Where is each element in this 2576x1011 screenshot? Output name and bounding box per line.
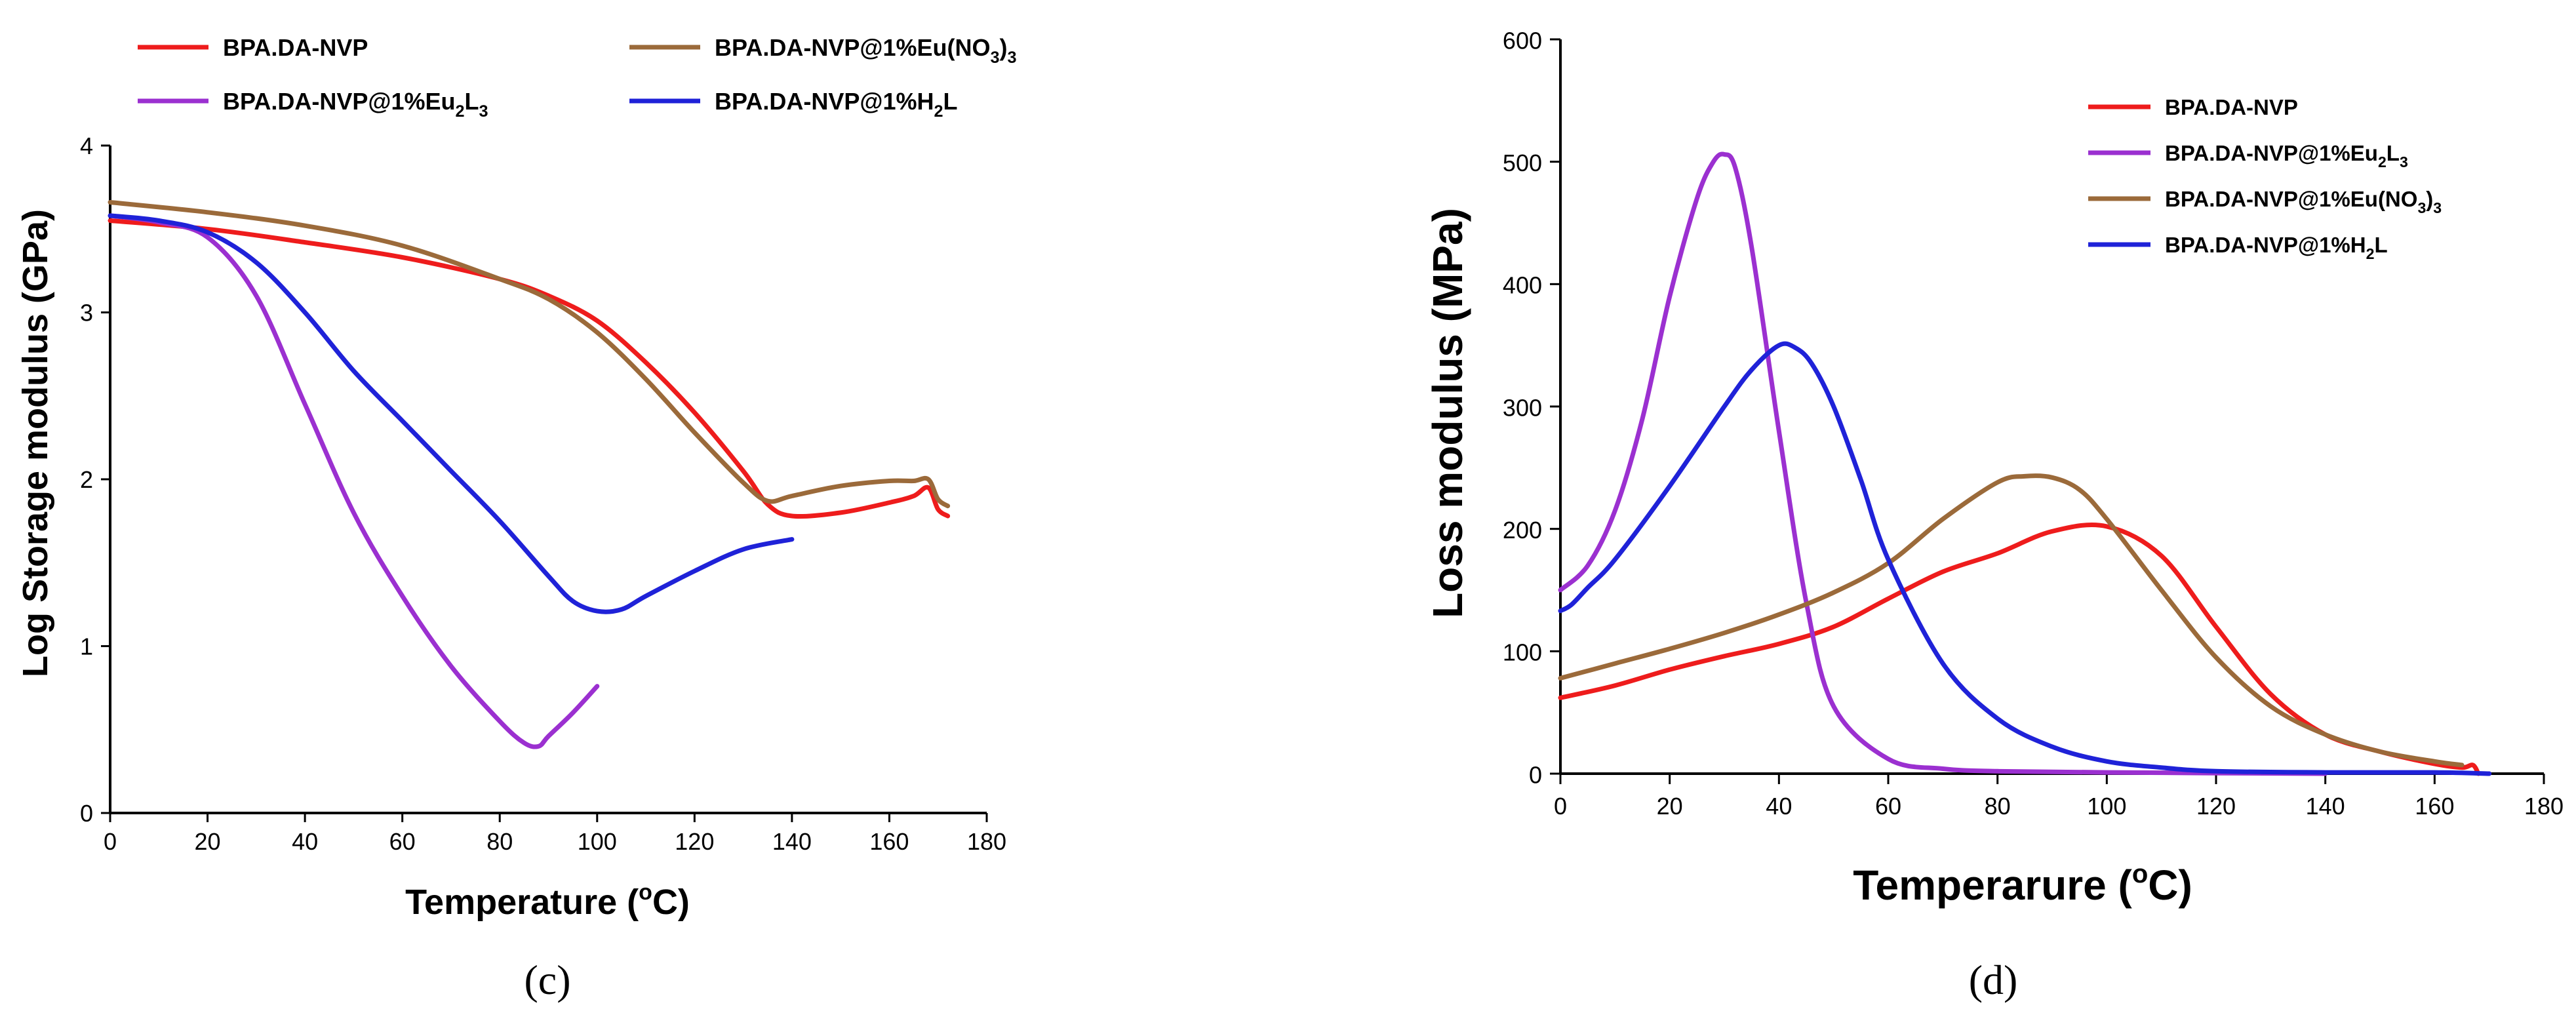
legend-label: BPA.DA-NVP@1%Eu(NO3)3 <box>2165 187 2442 216</box>
x-axis-degree-c: o <box>639 880 652 905</box>
legend-label: BPA.DA-NVP@1%Eu(NO3)3 <box>715 34 1017 67</box>
y-tick-label: 3 <box>80 299 93 326</box>
x-tick-label: 0 <box>1554 793 1567 820</box>
y-axis-label-loss: Loss modulus (MPa) <box>1424 208 1471 618</box>
y-tick-label: 0 <box>80 800 93 827</box>
y-tick-label: 100 <box>1503 639 1542 666</box>
legend-label: BPA.DA-NVP@1%Eu2L3 <box>2165 141 2408 170</box>
x-tick-label: 120 <box>2196 793 2236 820</box>
series-line-bpa-da-nvp-1-eu2l3 <box>108 213 600 749</box>
legend-entry-bpa-da-nvp-1-eu-no3-3: BPA.DA-NVP@1%Eu(NO3)3 <box>629 34 1017 67</box>
x-tick-label: 80 <box>486 828 513 855</box>
x-tick-label: 180 <box>2524 793 2564 820</box>
series-line-bpa-da-nvp-1-eu-no3-3 <box>1558 473 2465 768</box>
x-axis-label-temperature-c: Temperature (oC) <box>405 880 690 922</box>
series-line-bpa-da-nvp-1-h2l <box>108 213 795 614</box>
y-tick-label: 1 <box>80 633 93 660</box>
legend-label: BPA.DA-NVP@1%Eu2L3 <box>223 88 488 121</box>
x-tick-label: 140 <box>2306 793 2345 820</box>
legend-entry-bpa-da-nvp-1-eu2l3: BPA.DA-NVP@1%Eu2L3 <box>2088 141 2408 170</box>
x-tick-label: 180 <box>967 828 1006 855</box>
plot-area-storage-modulus <box>108 200 951 749</box>
x-tick-label: 60 <box>389 828 416 855</box>
y-tick-label: 2 <box>80 466 93 493</box>
x-tick-label: 20 <box>195 828 221 855</box>
chart-loss-modulus: BPA.DA-NVP BPA.DA-NVP@1%Eu2L3 BPA.DA-NVP@1… <box>1424 27 2564 1003</box>
x-tick-label: 0 <box>104 828 117 855</box>
y-axis-label-storage: Log Storage modulus (GPa) <box>16 209 55 677</box>
y-tick-label: 4 <box>80 132 93 159</box>
y-tick-label: 500 <box>1503 149 1542 176</box>
x-axis-unit-d: C) <box>2148 862 2192 909</box>
axes-storage-modulus: 0 20 40 60 80 100 120 140 160 180 0 1 2 3 4 <box>80 132 1006 855</box>
x-axis-label-text-c: Temperature ( <box>405 882 639 922</box>
series-line-bpa-da-nvp-1-h2l <box>1558 341 2492 776</box>
legend-label: BPA.DA-NVP <box>223 34 368 61</box>
legend-entry-bpa-da-nvp: BPA.DA-NVP <box>138 34 368 61</box>
y-tick-label: 300 <box>1503 394 1542 421</box>
legend-entry-bpa-da-nvp-1-h2l: BPA.DA-NVP@1%H2L <box>629 88 958 121</box>
x-tick-label: 80 <box>1985 793 2011 820</box>
y-tick-label: 200 <box>1503 517 1542 544</box>
x-axis-degree-d: o <box>2132 860 2148 888</box>
x-tick-label: 60 <box>1875 793 1901 820</box>
x-tick-label: 160 <box>2415 793 2454 820</box>
y-tick-label: 400 <box>1503 272 1542 299</box>
x-axis-label-text-d: Temperarure ( <box>1853 862 2132 909</box>
legend-entry-bpa-da-nvp-1-eu-no3-3: BPA.DA-NVP@1%Eu(NO3)3 <box>2088 187 2442 216</box>
legend-label: BPA.DA-NVP <box>2165 95 2298 119</box>
x-axis-label-temperature-d: Temperarure (oC) <box>1853 860 2192 909</box>
chart-storage-modulus: BPA.DA-NVP BPA.DA-NVP@1%Eu(NO3)3 BPA.DA-NV… <box>16 34 1017 1003</box>
y-tick-label: 0 <box>1529 761 1542 788</box>
x-tick-label: 160 <box>869 828 909 855</box>
x-axis-unit-c: C) <box>652 882 690 922</box>
legend-label: BPA.DA-NVP@1%H2L <box>715 88 958 121</box>
legend-storage-modulus: BPA.DA-NVP BPA.DA-NVP@1%Eu(NO3)3 BPA.DA-NV… <box>138 34 1017 121</box>
x-tick-label: 20 <box>1657 793 1683 820</box>
series-line-bpa-da-nvp-1-eu-no3-3 <box>108 200 951 509</box>
legend-label: BPA.DA-NVP@1%H2L <box>2165 233 2388 262</box>
legend-loss-modulus: BPA.DA-NVP BPA.DA-NVP@1%Eu2L3 BPA.DA-NVP@1… <box>2088 95 2442 262</box>
legend-entry-bpa-da-nvp-1-eu2l3: BPA.DA-NVP@1%Eu2L3 <box>138 88 488 121</box>
series-line-bpa-da-nvp-1-eu2l3 <box>1558 151 2328 776</box>
series-line-bpa-da-nvp <box>1558 523 2481 776</box>
x-tick-label: 140 <box>772 828 812 855</box>
x-tick-label: 40 <box>292 828 318 855</box>
x-tick-label: 120 <box>675 828 714 855</box>
x-tick-label: 100 <box>578 828 617 855</box>
legend-entry-bpa-da-nvp: BPA.DA-NVP <box>2088 95 2298 119</box>
panel-label-d: (d) <box>1969 957 2018 1003</box>
legend-entry-bpa-da-nvp-1-h2l: BPA.DA-NVP@1%H2L <box>2088 233 2388 262</box>
axes-loss-modulus: 0 20 40 60 80 100 120 140 160 180 0 100 200 300 400 500… <box>1503 27 2564 820</box>
series-line-bpa-da-nvp <box>108 218 951 519</box>
x-tick-label: 40 <box>1766 793 1792 820</box>
y-tick-label: 600 <box>1503 27 1542 54</box>
plot-area-loss-modulus <box>1558 151 2492 776</box>
panel-label-c: (c) <box>524 957 570 1003</box>
x-tick-label: 100 <box>2087 793 2126 820</box>
